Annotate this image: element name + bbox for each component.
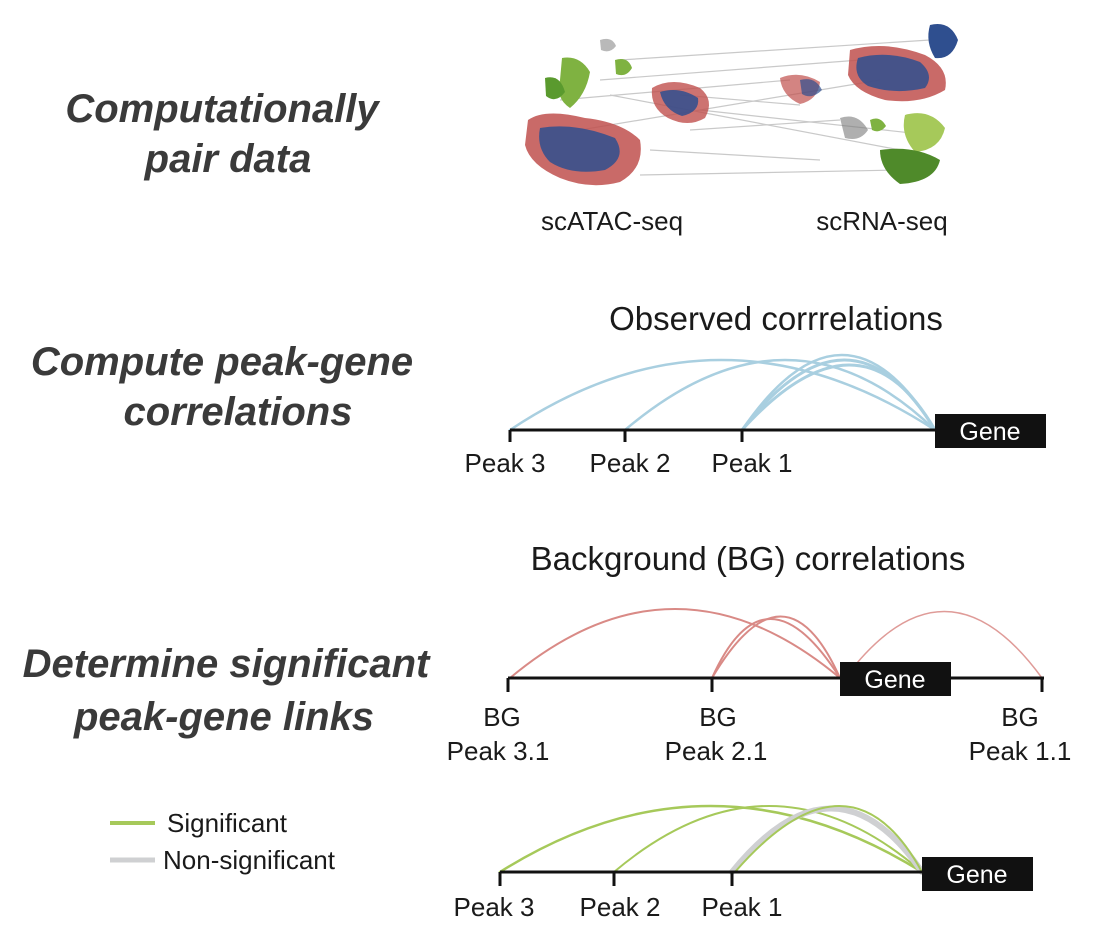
umap-illustration: scATAC-seq scRNA-seq xyxy=(525,24,958,236)
arc-bg2-gene-a xyxy=(711,618,841,679)
arc-gene-bg1 xyxy=(844,610,1043,679)
arc-bg3-gene xyxy=(509,608,841,679)
observed-peak3-label: Peak 3 xyxy=(465,448,546,478)
arc-peak3-gene xyxy=(508,358,937,432)
significance-peak2-label: Peak 2 xyxy=(580,892,661,922)
observed-arcs xyxy=(508,353,937,432)
step-pair-line2: pair data xyxy=(144,137,312,181)
step-determine-title: Determine significant peak-gene links xyxy=(23,642,431,739)
arc-sig-peak1 xyxy=(734,805,923,873)
bg-peak2-bottom: Peak 2.1 xyxy=(665,736,768,766)
arc-peak2-gene xyxy=(623,358,937,432)
background-gene-label: Gene xyxy=(864,666,925,694)
observed-gene-label: Gene xyxy=(959,418,1020,446)
observed-peak2-label: Peak 2 xyxy=(590,448,671,478)
step-determine-line1: Determine significant xyxy=(23,642,431,686)
observed-panel: Observed corrrelations Gene Peak 3 Peak … xyxy=(465,300,1046,478)
bg-peak3-top: BG xyxy=(483,702,521,732)
rna-label: scRNA-seq xyxy=(816,206,947,236)
significance-arcs xyxy=(498,804,925,875)
step-compute-title: Compute peak-gene correlations xyxy=(31,340,413,434)
observed-peak1-label: Peak 1 xyxy=(712,448,793,478)
significance-peak3-label: Peak 3 xyxy=(454,892,535,922)
step-compute-line1: Compute peak-gene xyxy=(31,340,413,384)
step-pair-title: Computationally pair data xyxy=(65,87,380,181)
bg-peak2-top: BG xyxy=(699,702,737,732)
step-determine-line2: peak-gene links xyxy=(73,695,374,739)
arc-sig-peak2 xyxy=(613,805,923,873)
observed-gene-box xyxy=(935,414,1046,448)
bg-peak1-top: BG xyxy=(1001,702,1039,732)
legend: Significant Non-significant xyxy=(110,808,336,875)
arc-bg2-gene-b xyxy=(711,615,841,679)
background-arcs xyxy=(509,608,1043,679)
arc-nonsig-peak1 xyxy=(729,805,925,875)
background-gene-box xyxy=(840,662,951,696)
arc-peak1-gene-c xyxy=(740,353,937,432)
background-heading: Background (BG) correlations xyxy=(531,540,966,577)
significance-panel: Gene Peak 3 Peak 2 Peak 1 xyxy=(454,804,1033,922)
atac-cluster xyxy=(525,38,709,186)
step-compute-line2: correlations xyxy=(124,390,353,434)
significance-peak1-label: Peak 1 xyxy=(702,892,783,922)
observed-heading: Observed corrrelations xyxy=(609,300,943,337)
bg-peak1-bottom: Peak 1.1 xyxy=(969,736,1072,766)
background-panel: Background (BG) correlations Gene BG Pea… xyxy=(447,540,1072,766)
legend-nonsignificant-label: Non-significant xyxy=(163,845,336,875)
step-pair-line1: Computationally xyxy=(65,87,380,131)
significance-gene-box xyxy=(922,857,1033,891)
significance-gene-label: Gene xyxy=(946,861,1007,889)
rna-cluster xyxy=(780,24,958,184)
atac-label: scATAC-seq xyxy=(541,206,683,236)
legend-significant-label: Significant xyxy=(167,808,288,838)
bg-peak3-bottom: Peak 3.1 xyxy=(447,736,550,766)
arc-sig-peak3 xyxy=(498,804,924,874)
